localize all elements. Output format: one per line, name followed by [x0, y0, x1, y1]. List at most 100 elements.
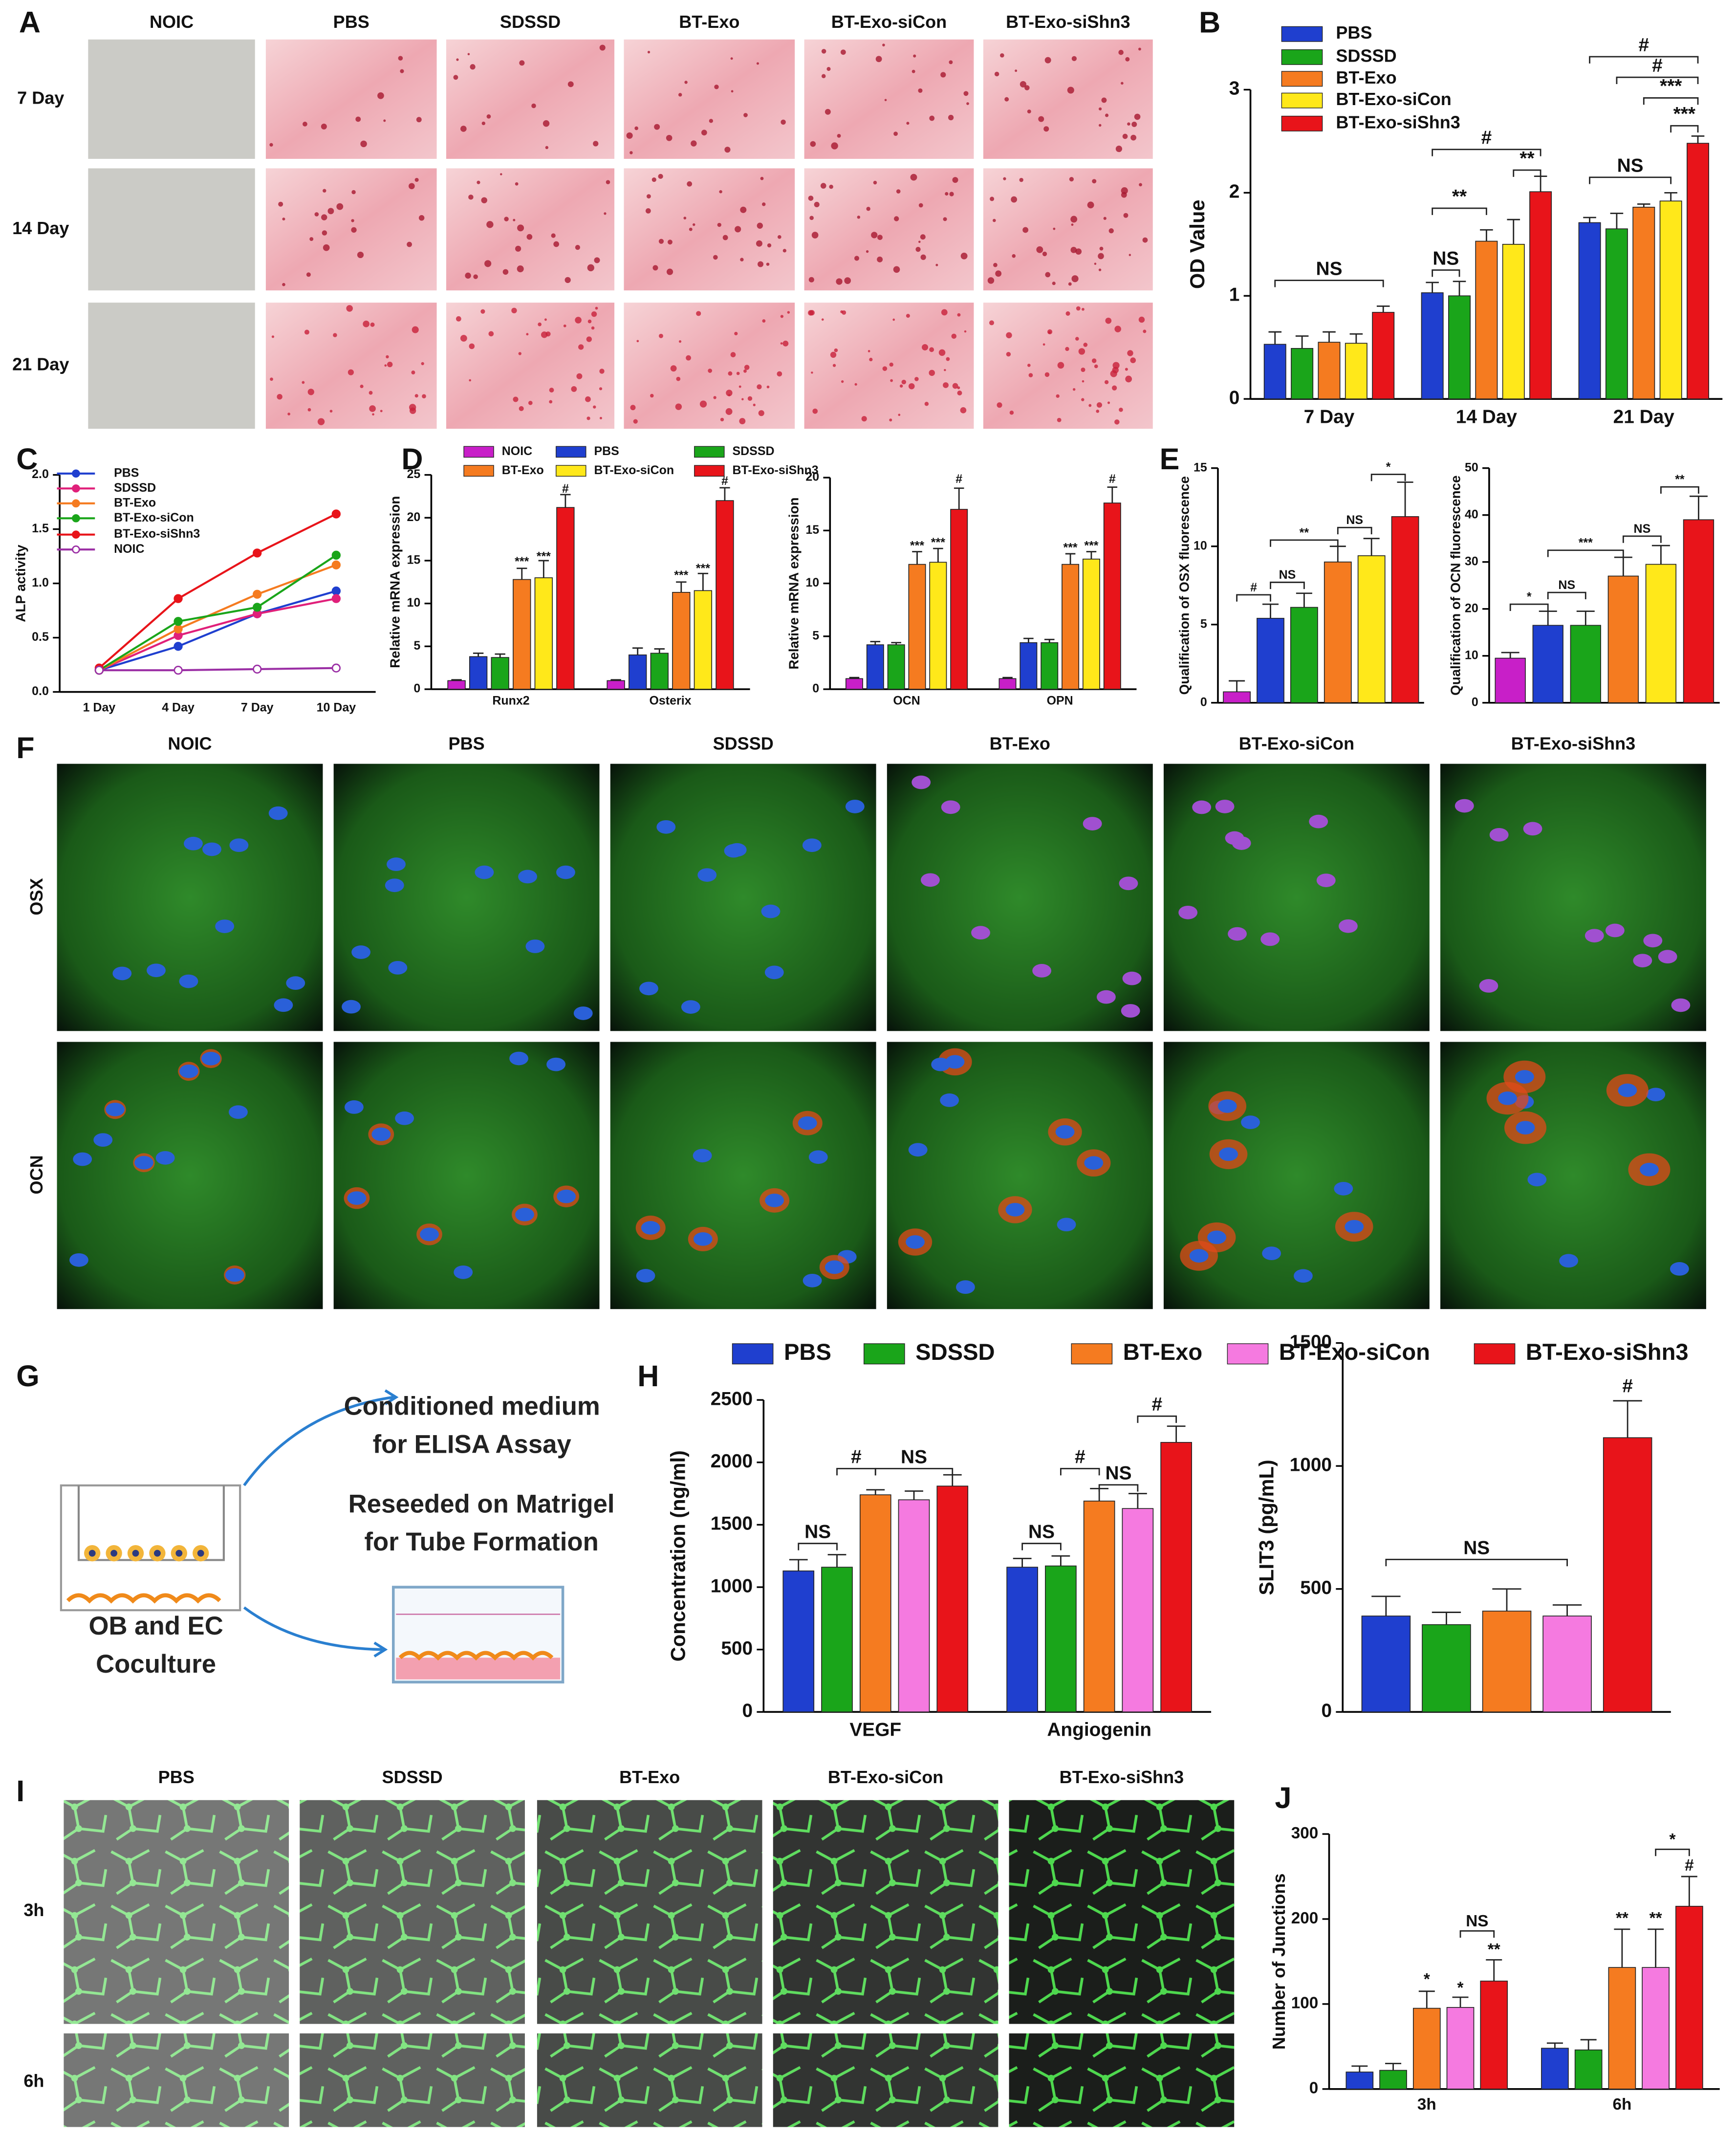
stain-dot — [873, 180, 877, 185]
stain-dot — [726, 390, 733, 396]
stain-dot — [826, 67, 831, 71]
stain-dot — [578, 344, 584, 350]
stain-dot — [957, 313, 961, 317]
legend-label: BT-Exo-siCon — [114, 511, 194, 524]
significance-bracket — [1370, 474, 1406, 481]
stain-dot — [323, 244, 330, 251]
fluorescence-image — [57, 764, 323, 1031]
stain-dot — [699, 400, 707, 408]
significance: # — [1685, 1856, 1694, 1875]
y-tick-label: 0 — [1321, 1701, 1332, 1722]
nucleus — [697, 868, 717, 882]
stain-dot — [914, 377, 919, 381]
significance-bracket — [1459, 1930, 1495, 1938]
tube-image — [537, 1800, 762, 2024]
stain-dot — [370, 322, 375, 327]
row-label: 6h — [23, 2071, 44, 2091]
bar — [491, 657, 509, 690]
legend-label: BT-Exo — [1123, 1339, 1202, 1365]
y-tick-label: 1 — [1229, 284, 1240, 305]
stain-dot — [317, 418, 325, 425]
stain-dot — [1075, 337, 1079, 341]
nucleus — [1618, 1083, 1637, 1097]
error-bar — [1492, 1588, 1521, 1612]
stain-dot — [1125, 57, 1130, 62]
column-header: BT-Exo-siCon — [1239, 733, 1354, 753]
stain-dot — [920, 254, 926, 260]
error-bar — [1614, 1928, 1630, 1968]
significance: NS — [1346, 513, 1363, 527]
stain-dot — [1042, 343, 1045, 346]
stain-dot — [1110, 370, 1117, 377]
bar — [1574, 2049, 1603, 2090]
y-tick-label: 40 — [1465, 507, 1478, 521]
stain-dot — [762, 202, 766, 206]
significance: NS — [901, 1446, 927, 1467]
bar — [650, 653, 669, 690]
nucleus — [639, 982, 658, 996]
legend-label: BT-Exo — [1336, 67, 1396, 87]
significance: NS — [1279, 568, 1296, 582]
stain-dot — [587, 264, 594, 271]
point — [331, 586, 341, 596]
stain-dot — [906, 314, 910, 318]
nucleus — [147, 963, 166, 978]
stain-dot — [1114, 326, 1121, 332]
nucleus — [342, 1000, 361, 1014]
stain-dot — [418, 215, 425, 221]
bar — [607, 680, 625, 690]
stain-dot — [1094, 262, 1097, 265]
stain-dot — [549, 388, 554, 393]
legend-swatch — [1227, 1343, 1269, 1365]
error-bar — [1329, 545, 1346, 562]
stain-dot — [1006, 352, 1011, 357]
stain-dot — [1011, 196, 1018, 203]
nucleus — [803, 1273, 822, 1287]
stain-dot — [906, 122, 910, 125]
column-header: BT-Exo-siCon — [828, 1767, 943, 1787]
nucleus — [940, 1093, 959, 1107]
nucleus — [215, 919, 235, 933]
stain-dot — [357, 251, 364, 259]
stain-dot — [1000, 53, 1004, 58]
legend-label: BT-Exo-siCon — [1336, 89, 1451, 109]
nucleus — [106, 1102, 125, 1116]
significance: # — [721, 474, 728, 488]
bar — [1605, 228, 1628, 399]
error-bar — [1295, 335, 1309, 349]
error-bar — [1480, 229, 1493, 241]
stain-dot — [511, 307, 517, 313]
stain-dot — [647, 50, 651, 54]
stain-dot — [766, 262, 770, 266]
alizarin-image — [804, 39, 974, 159]
stain-dot — [952, 383, 958, 389]
stain-dot — [1019, 177, 1023, 182]
arrow — [243, 1606, 383, 1651]
nucleus — [693, 1149, 712, 1163]
stain-dot — [877, 256, 883, 262]
stain-dot — [890, 379, 893, 382]
stain-dot — [307, 408, 311, 412]
stain-dot — [515, 182, 519, 186]
y-axis-label: OD Value — [1186, 199, 1209, 289]
legend-swatch — [1281, 71, 1323, 87]
tube-image — [300, 2033, 525, 2127]
nucleus — [274, 998, 293, 1012]
significance-bracket — [798, 1543, 838, 1550]
stain-dot — [743, 113, 748, 117]
significance: # — [1481, 128, 1492, 149]
stain-dot — [323, 189, 326, 193]
stain-dot — [346, 305, 353, 312]
error-bar — [1086, 551, 1097, 559]
legend-label: SDSSD — [114, 481, 156, 495]
stain-dot — [480, 309, 485, 314]
stain-dot — [321, 123, 327, 130]
stain-dot — [758, 410, 764, 416]
stain-dot — [486, 114, 491, 119]
alizarin-image — [983, 303, 1153, 429]
nucleus — [1241, 1115, 1260, 1129]
significance: # — [1638, 35, 1649, 56]
stain-dot — [599, 416, 602, 419]
stain-dot — [666, 134, 673, 141]
bar — [1632, 207, 1655, 399]
